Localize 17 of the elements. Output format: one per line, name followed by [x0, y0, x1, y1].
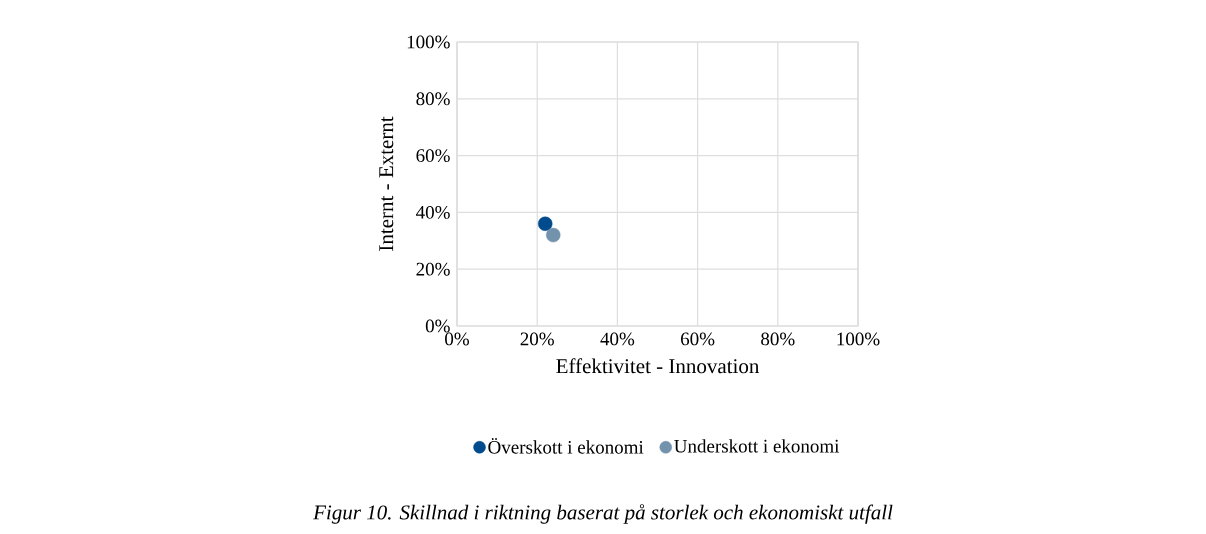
y-tick-label: 80%: [416, 92, 450, 106]
y-axis-title: Internt - Externt: [379, 116, 394, 251]
x-tick-label: 0%: [445, 332, 470, 346]
y-tick-label: 40%: [416, 205, 450, 219]
y-tick-label: 20%: [416, 262, 450, 276]
x-tick-label: 60%: [681, 332, 715, 346]
text: Figur 10. Skillnad i riktning baserat på storlek och ekonomiskt utfall: [313, 504, 893, 524]
x-tick-label: 80%: [761, 332, 795, 346]
y-tick-label: 100%: [407, 35, 450, 49]
y-tick-label: 60%: [416, 149, 450, 163]
legend-label: Underskott i ekonomi: [674, 439, 840, 453]
x-tick-label: 40%: [600, 332, 635, 346]
x-axis-title: Effektivitet - Innovation: [556, 358, 760, 374]
x-tick-label: 20%: [520, 332, 554, 346]
y-tick-label: 0%: [425, 319, 450, 333]
legend-label: Överskott i ekonomi: [488, 438, 644, 454]
x-tick-label: 100%: [837, 332, 880, 346]
